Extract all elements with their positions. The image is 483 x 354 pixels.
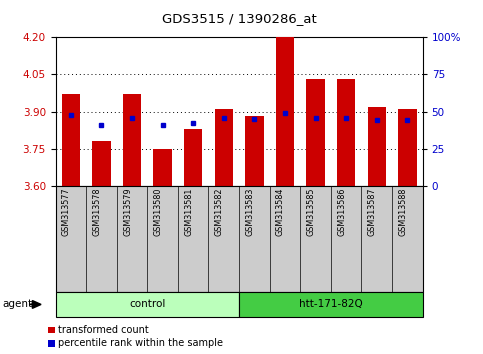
- Text: GSM313582: GSM313582: [215, 188, 224, 236]
- Bar: [245, 116, 264, 186]
- Text: GSM313578: GSM313578: [92, 188, 101, 236]
- Text: GSM313580: GSM313580: [154, 188, 163, 236]
- Bar: [214, 109, 233, 186]
- Text: transformed count: transformed count: [58, 325, 149, 335]
- Text: GSM313586: GSM313586: [337, 188, 346, 236]
- Text: GSM313584: GSM313584: [276, 188, 285, 236]
- Text: GSM313583: GSM313583: [245, 188, 255, 236]
- Text: GSM313581: GSM313581: [184, 188, 193, 236]
- Text: htt-171-82Q: htt-171-82Q: [299, 299, 363, 309]
- Text: GSM313577: GSM313577: [62, 188, 71, 236]
- Bar: [154, 149, 172, 186]
- Text: GSM313588: GSM313588: [398, 188, 407, 236]
- Bar: [184, 129, 202, 186]
- Text: GDS3515 / 1390286_at: GDS3515 / 1390286_at: [162, 12, 316, 25]
- Text: agent: agent: [2, 299, 32, 309]
- Bar: [337, 79, 355, 186]
- Bar: [306, 79, 325, 186]
- Bar: [123, 94, 141, 186]
- Bar: [276, 37, 294, 186]
- Bar: [92, 141, 111, 186]
- Text: GSM313587: GSM313587: [368, 188, 377, 236]
- Text: control: control: [129, 299, 166, 309]
- Text: GSM313585: GSM313585: [307, 188, 315, 236]
- Text: GSM313579: GSM313579: [123, 188, 132, 236]
- Bar: [62, 94, 80, 186]
- Text: percentile rank within the sample: percentile rank within the sample: [58, 338, 224, 348]
- Bar: [398, 109, 416, 186]
- Bar: [368, 107, 386, 186]
